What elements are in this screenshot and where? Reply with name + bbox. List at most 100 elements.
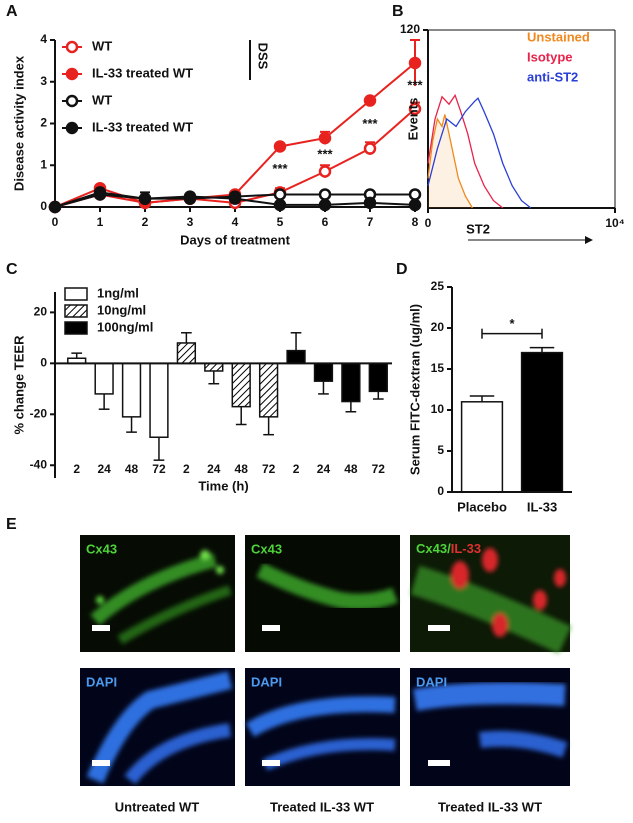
x-tick-label: 72 [262,462,276,476]
scale-bar [262,625,280,631]
marker [363,94,377,107]
x-tick-label: IL-33 [527,499,557,514]
bar [341,362,361,403]
stain-label: Cx43 [251,541,282,556]
y-axis-title: Serum FITC-dextran (ug/ml) [407,304,422,475]
caption: Treated IL-33 WT [438,799,542,814]
micrographs: Cx43 Cx43 Cx43/IL-33 DAPI DAPI DAPI Untr… [80,535,572,814]
legend-label: WT [92,92,112,107]
annotation: *** [272,161,288,176]
y-tick-label: 20 [34,305,48,319]
stain-label: Cx43/IL-33 [416,541,481,556]
x-tick-label: 24 [97,462,111,476]
x-tick-label: 1 [97,215,104,229]
y-tick-label: 4 [40,32,47,46]
marker [318,198,332,212]
x-tick-label: 24 [317,462,331,476]
y-tick-label: 2 [40,116,47,130]
y-tick-label: 25 [431,279,445,293]
y-tick-label: 0 [40,356,47,370]
y-tick-label: 20 [431,320,445,334]
x-tick-label: 48 [344,462,358,476]
annotation: *** [362,116,378,131]
x-tick-label: 2 [73,462,80,476]
stain-label: DAPI [86,674,117,689]
x-tick-label: 4 [232,215,239,229]
marker [318,188,332,201]
stain [90,550,232,645]
marker [228,192,242,205]
bar [460,401,504,493]
x-tick-label: 7 [367,215,374,229]
marker [318,165,332,178]
y-axis-title: Events [405,98,420,141]
legend-marker [65,121,79,135]
area [428,114,473,208]
legend-label: 1ng/ml [97,285,139,300]
legend-label: IL-33 treated WT [92,65,193,80]
caption: Untreated WT [115,799,200,814]
legend-label: IL-33 treated WT [92,119,193,134]
y-tick-label: 120 [400,22,420,36]
panel-letter: D [396,261,408,278]
marker [363,142,377,155]
panel-letter: C [6,261,18,278]
x-tick-label: 8 [412,215,419,229]
y-tick-label: -40 [30,457,48,471]
marker [408,56,422,70]
legend-swatch [64,304,88,318]
series-line [427,97,532,209]
marker [273,198,287,212]
stain-label: Cx43 [86,541,117,556]
stain-label: DAPI [416,674,447,689]
x-axis-title: Time (h) [198,478,248,493]
bar [368,362,388,393]
group-label: DSS [256,43,271,70]
stain [410,548,572,654]
legend-marker [65,94,79,108]
x-tick-label: Placebo [457,499,507,514]
bar [94,362,114,395]
scale-bar [262,760,280,766]
marker [363,196,377,210]
series-line [54,62,416,208]
y-tick-label: 5 [437,443,444,457]
y-tick-label: 1 [40,157,47,171]
legend-label: anti-ST2 [527,69,578,84]
legend-label: 100ng/ml [97,319,153,334]
x-tick-label: 5 [277,215,284,229]
bar [286,349,306,365]
y-tick-label: 15 [431,361,445,375]
y-tick-label: 0 [437,484,444,498]
bar [149,362,169,438]
stain-label-part: Cx43/ [416,541,451,556]
x-axis-title: Days of treatment [180,232,290,247]
series-line [427,114,473,209]
y-tick-label: 0 [40,199,47,213]
marker [408,102,422,116]
x-tick-label: 3 [187,215,194,229]
y-tick-label: -20 [30,406,48,420]
annotation: * [509,316,515,331]
legend-marker [65,67,79,81]
x-tick-label: 0 [425,216,432,230]
x-tick-label: 2 [293,462,300,476]
legend-swatch [64,287,88,301]
marker [318,131,332,145]
marker [408,188,422,201]
scale-bar [92,760,110,766]
marker [183,190,197,203]
scale-bar [428,760,450,766]
marker [48,200,62,214]
x-tick-label: 72 [372,462,386,476]
x-arrow-head [585,236,593,244]
scale-bar [92,625,110,631]
x-tick-label: 24 [207,462,221,476]
bar [231,362,251,408]
stain [256,562,398,610]
x-tick-label: 6 [322,215,329,229]
legend-label: 10ng/ml [97,302,146,317]
bar [204,362,224,372]
y-tick-label: 3 [40,74,47,88]
legend-swatch [64,321,88,335]
